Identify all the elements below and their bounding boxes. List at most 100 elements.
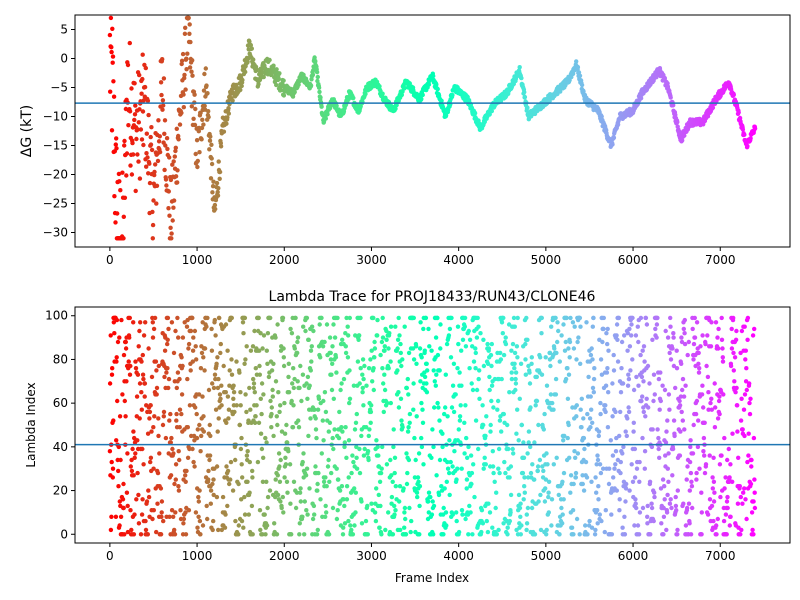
bottom-data-point (715, 516, 720, 522)
bottom-data-point (127, 335, 132, 340)
bottom-data-point (567, 355, 572, 360)
bottom-data-point (643, 414, 648, 419)
top-data-point (145, 155, 150, 160)
top-data-point (184, 56, 189, 61)
bottom-data-point (351, 383, 357, 388)
bottom-data-point (223, 322, 229, 327)
bottom-data-point (143, 320, 148, 325)
bottom-data-point (375, 444, 380, 450)
top-data-point (183, 25, 188, 30)
bottom-data-point (487, 374, 492, 380)
bottom-data-point (489, 341, 494, 347)
bottom-data-point (636, 532, 642, 537)
bottom-data-point (691, 422, 696, 428)
top-data-point (316, 85, 322, 90)
bottom-data-point (651, 398, 656, 404)
bottom-data-point (735, 501, 741, 506)
bottom-data-point (388, 359, 393, 364)
bottom-data-point (566, 346, 571, 351)
bottom-data-point (656, 435, 661, 441)
top-data-point (193, 106, 198, 112)
bottom-data-point (548, 363, 553, 369)
bottom-data-point (408, 529, 413, 535)
bottom-data-point (366, 366, 372, 371)
top-data-point (225, 115, 230, 120)
bottom-data-point (257, 372, 262, 377)
bottom-data-point (549, 324, 554, 329)
bottom-data-point (739, 396, 744, 401)
bottom-data-point (611, 352, 616, 358)
bottom-data-point (110, 466, 116, 471)
top-data-point (144, 131, 149, 136)
bottom-data-point (535, 464, 541, 469)
bottom-data-point (482, 455, 487, 460)
bottom-data-point (337, 488, 343, 493)
bottom-data-point (596, 497, 601, 502)
top-data-point (159, 92, 164, 98)
bottom-data-point (483, 462, 488, 467)
bottom-data-point (285, 490, 290, 495)
bottom-data-point (496, 527, 501, 533)
top-data-point (213, 206, 218, 212)
bottom-data-point (662, 497, 667, 502)
bottom-data-point (200, 394, 205, 399)
bottom-data-point (563, 376, 569, 382)
top-data-point (188, 39, 193, 45)
bottom-data-point (565, 435, 570, 441)
bottom-data-point (236, 532, 241, 537)
bottom-data-point (459, 508, 465, 513)
bottom-data-point (463, 344, 469, 349)
bottom-data-point (670, 346, 675, 351)
bottom-data-point (747, 400, 752, 406)
bottom-data-point (406, 350, 412, 356)
bottom-data-point (508, 492, 514, 498)
bottom-data-point (437, 457, 443, 463)
top-data-point (164, 136, 170, 141)
bottom-data-point (332, 335, 338, 340)
top-data-point (137, 176, 143, 181)
bottom-data-point (485, 361, 491, 366)
bottom-data-point (154, 368, 159, 373)
top-data-point (202, 103, 207, 109)
bottom-data-point (677, 453, 683, 458)
bottom-data-point (682, 341, 688, 347)
bottom-data-point (197, 422, 202, 428)
bottom-data-point (214, 494, 220, 500)
bottom-data-point (568, 473, 574, 478)
top-data-point (122, 143, 127, 148)
top-data-point (110, 26, 115, 31)
bottom-data-point (260, 479, 266, 484)
bottom-data-point (433, 383, 438, 388)
bottom-data-point (352, 523, 357, 528)
bottom-data-point (158, 486, 164, 491)
bottom-data-point (211, 492, 216, 498)
top-data-point (122, 138, 127, 144)
bottom-data-point (549, 497, 555, 502)
bottom-data-point (664, 527, 669, 533)
bottom-data-point (576, 335, 581, 340)
bottom-data-point (708, 400, 713, 406)
bottom-data-point (603, 403, 608, 408)
bottom-data-point (626, 376, 632, 382)
bottom-data-point (613, 449, 619, 454)
bottom-data-point (587, 518, 592, 524)
bottom-data-point (635, 523, 641, 528)
bottom-data-point (450, 464, 455, 469)
bottom-data-point (522, 475, 527, 480)
top-data-point (209, 161, 215, 167)
bottom-data-point (212, 372, 218, 377)
bottom-data-point (420, 420, 426, 425)
bottom-data-point (667, 407, 672, 412)
top-data-point (309, 77, 314, 82)
bottom-data-point (624, 433, 629, 439)
bottom-data-point (498, 350, 503, 356)
top-y-tick-label: −20 (43, 168, 68, 182)
bottom-data-point (315, 488, 320, 493)
bottom-data-point (622, 532, 628, 537)
bottom-data-point (649, 505, 655, 511)
bottom-data-point (575, 451, 581, 456)
bottom-data-point (395, 368, 400, 373)
bottom-data-point (432, 379, 437, 384)
top-data-point (254, 67, 259, 72)
bottom-data-point (186, 346, 191, 351)
